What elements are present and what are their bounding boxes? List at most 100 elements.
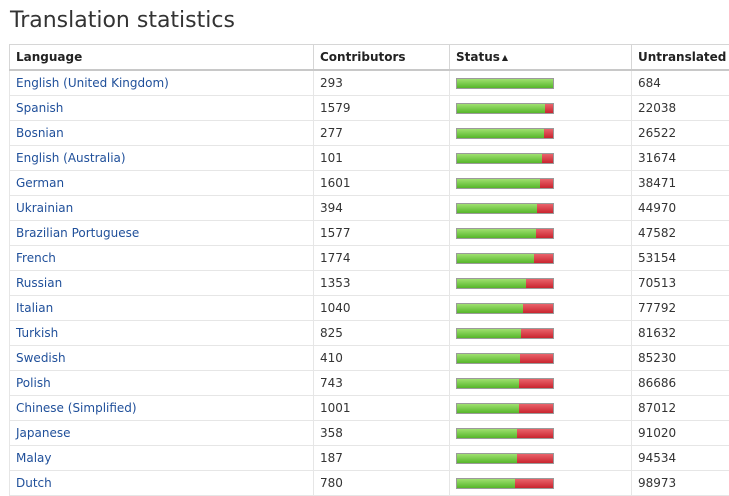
language-cell: Bosnian — [10, 121, 314, 146]
untranslated-cell: 53154 — [632, 246, 729, 271]
status-translated-fill — [457, 354, 520, 363]
status-translated-fill — [457, 179, 540, 188]
language-link[interactable]: Brazilian Portuguese — [16, 226, 139, 240]
contributors-cell: 743 — [314, 371, 450, 396]
untranslated-cell: 44970 — [632, 196, 729, 221]
column-header-status-label: Status — [456, 50, 500, 64]
language-link[interactable]: Bosnian — [16, 126, 64, 140]
language-link[interactable]: Turkish — [16, 326, 58, 340]
status-progress-bar — [456, 203, 554, 214]
language-cell: English (Australia) — [10, 146, 314, 171]
status-cell — [450, 296, 632, 321]
column-header-untranslated-label: Untranslated — [638, 50, 726, 64]
language-cell: Ukrainian — [10, 196, 314, 221]
status-untranslated-fill — [545, 104, 553, 113]
language-cell: German — [10, 171, 314, 196]
status-untranslated-fill — [540, 179, 553, 188]
language-link[interactable]: German — [16, 176, 64, 190]
status-cell — [450, 396, 632, 421]
status-translated-fill — [457, 304, 523, 313]
table-header-row: Language Contributors Status▲ Untranslat… — [10, 45, 729, 71]
translation-stats-table: Language Contributors Status▲ Untranslat… — [9, 44, 729, 496]
language-cell: Malay — [10, 446, 314, 471]
status-progress-bar — [456, 428, 554, 439]
status-cell — [450, 96, 632, 121]
language-link[interactable]: Japanese — [16, 426, 71, 440]
status-cell — [450, 271, 632, 296]
language-link[interactable]: Malay — [16, 451, 52, 465]
language-cell: Japanese — [10, 421, 314, 446]
status-translated-fill — [457, 229, 536, 238]
status-translated-fill — [457, 204, 537, 213]
column-header-contributors[interactable]: Contributors — [314, 45, 450, 71]
language-link[interactable]: Spanish — [16, 101, 63, 115]
contributors-cell: 825 — [314, 321, 450, 346]
language-link[interactable]: Polish — [16, 376, 51, 390]
column-header-status[interactable]: Status▲ — [450, 45, 632, 71]
contributors-cell: 1001 — [314, 396, 450, 421]
contributors-cell: 1040 — [314, 296, 450, 321]
language-cell: Swedish — [10, 346, 314, 371]
status-translated-fill — [457, 379, 519, 388]
contributors-cell: 187 — [314, 446, 450, 471]
status-untranslated-fill — [536, 229, 553, 238]
status-progress-bar — [456, 353, 554, 364]
status-untranslated-fill — [517, 429, 553, 438]
status-progress-bar — [456, 378, 554, 389]
status-cell — [450, 70, 632, 96]
column-header-language[interactable]: Language — [10, 45, 314, 71]
status-cell — [450, 196, 632, 221]
status-translated-fill — [457, 254, 534, 263]
status-untranslated-fill — [544, 129, 553, 138]
untranslated-cell: 70513 — [632, 271, 729, 296]
sort-ascending-icon: ▲ — [502, 53, 508, 62]
status-untranslated-fill — [517, 454, 553, 463]
language-cell: Polish — [10, 371, 314, 396]
language-link[interactable]: Italian — [16, 301, 53, 315]
status-progress-bar — [456, 253, 554, 264]
language-link[interactable]: Chinese (Simplified) — [16, 401, 137, 415]
language-cell: Brazilian Portuguese — [10, 221, 314, 246]
status-cell — [450, 421, 632, 446]
language-cell: French — [10, 246, 314, 271]
status-translated-fill — [457, 429, 517, 438]
contributors-cell: 394 — [314, 196, 450, 221]
status-cell — [450, 121, 632, 146]
status-cell — [450, 371, 632, 396]
status-translated-fill — [457, 454, 517, 463]
untranslated-cell: 77792 — [632, 296, 729, 321]
status-untranslated-fill — [515, 479, 553, 488]
column-header-contributors-label: Contributors — [320, 50, 406, 64]
untranslated-cell: 94534 — [632, 446, 729, 471]
status-cell — [450, 321, 632, 346]
status-untranslated-fill — [521, 329, 553, 338]
status-translated-fill — [457, 279, 526, 288]
untranslated-cell: 91020 — [632, 421, 729, 446]
contributors-cell: 1353 — [314, 271, 450, 296]
language-link[interactable]: English (Australia) — [16, 151, 126, 165]
language-link[interactable]: Dutch — [16, 476, 52, 490]
status-progress-bar — [456, 228, 554, 239]
status-cell — [450, 346, 632, 371]
column-header-language-label: Language — [16, 50, 82, 64]
contributors-cell: 358 — [314, 421, 450, 446]
language-link[interactable]: Swedish — [16, 351, 66, 365]
column-header-untranslated[interactable]: Untranslated — [632, 45, 729, 71]
language-link[interactable]: Ukrainian — [16, 201, 73, 215]
status-untranslated-fill — [520, 354, 553, 363]
status-untranslated-fill — [519, 404, 553, 413]
language-link[interactable]: French — [16, 251, 56, 265]
status-progress-bar — [456, 453, 554, 464]
status-translated-fill — [457, 479, 515, 488]
contributors-cell: 101 — [314, 146, 450, 171]
language-link[interactable]: Russian — [16, 276, 62, 290]
language-link[interactable]: English (United Kingdom) — [16, 76, 169, 90]
table-row: Malay 187 94534 — [10, 446, 729, 471]
